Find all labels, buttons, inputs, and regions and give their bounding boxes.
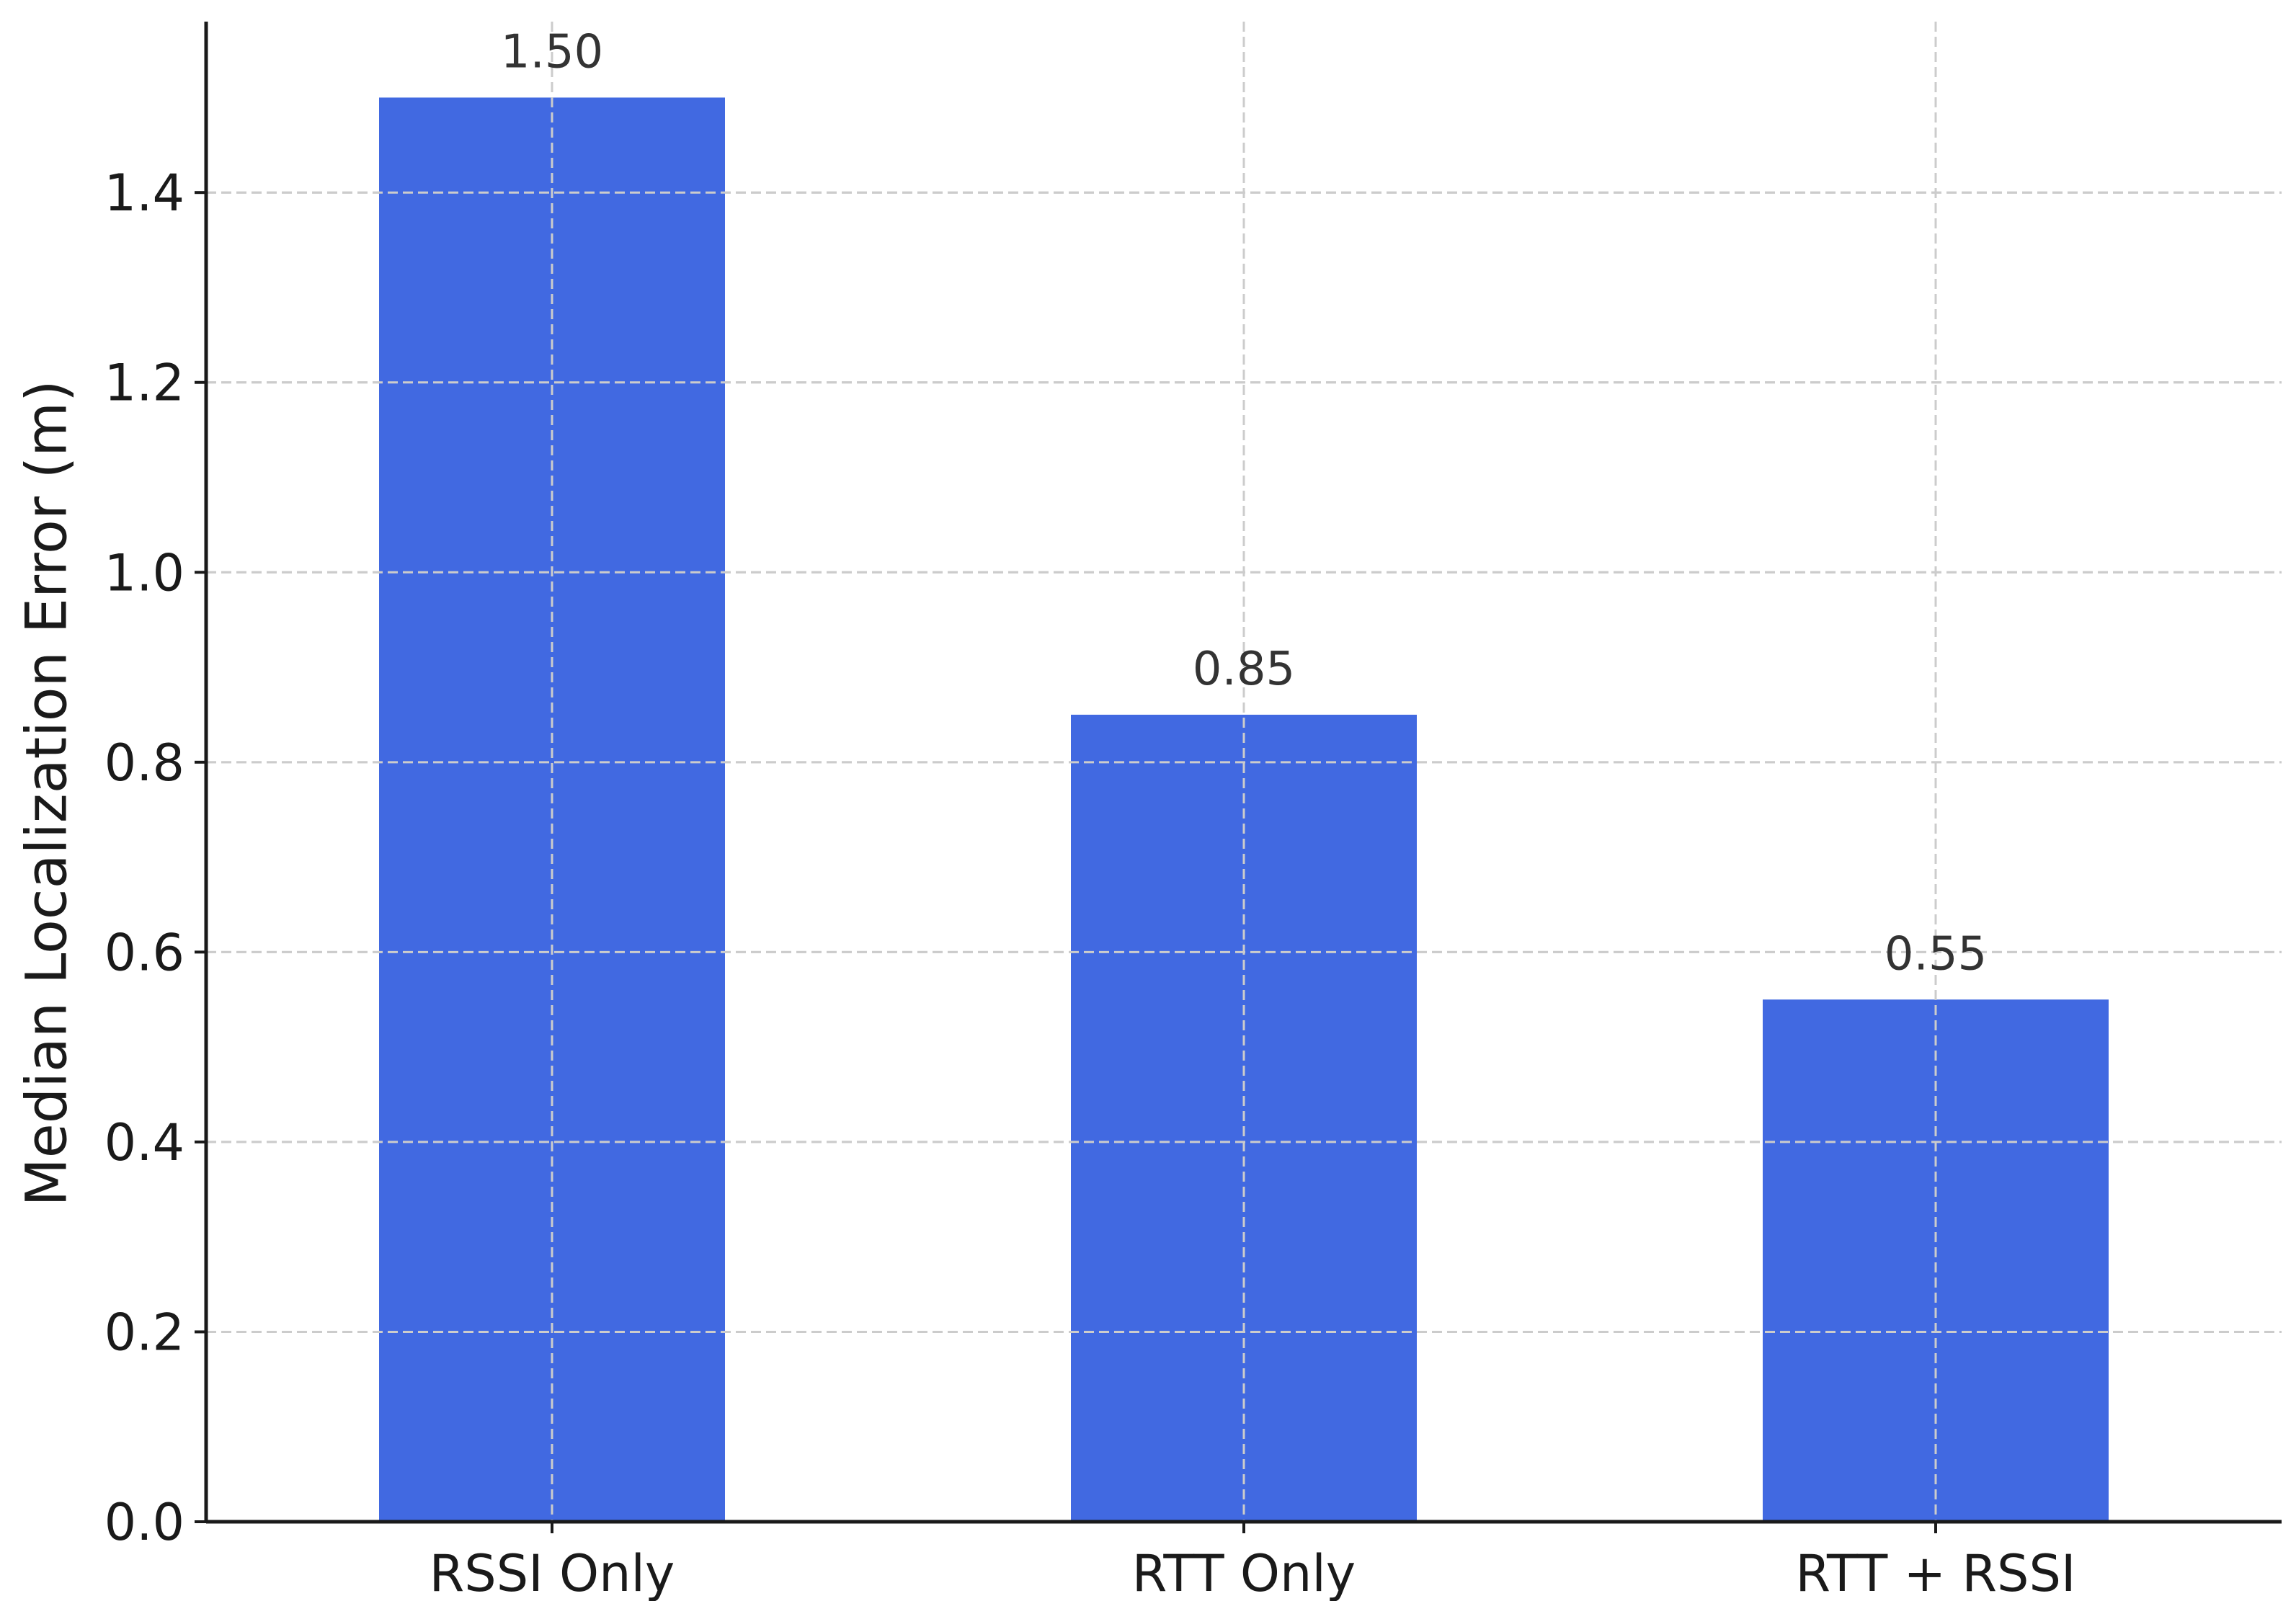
y-axis-label: Median Localization Error (m) xyxy=(14,380,79,1206)
bar-value-label: 0.55 xyxy=(1885,927,1988,981)
y-tick-label: 1.2 xyxy=(104,354,184,413)
axis-layer xyxy=(195,22,2282,1533)
y-tick-label: 1.4 xyxy=(104,164,184,223)
x-tick-label: RTT Only xyxy=(1132,1544,1356,1601)
y-tick-label: 0.8 xyxy=(104,733,184,793)
bar xyxy=(1763,999,2109,1522)
bar-layer xyxy=(206,22,2282,1523)
label-layer: 0.0 0.2 0.4 0.6 0.8 1.0 1.2 1.4 1.50 0.85 0.55 RSSI… xyxy=(104,25,2076,1601)
y-tick-label: 0.0 xyxy=(104,1493,184,1552)
bar-value-label: 0.85 xyxy=(1193,643,1296,696)
y-tick-label: 0.4 xyxy=(104,1113,184,1172)
x-tick-label: RTT + RSSI xyxy=(1795,1544,2075,1601)
y-tick-label: 0.6 xyxy=(104,923,184,982)
bar-value-label: 1.50 xyxy=(501,25,604,79)
y-tick-label: 1.0 xyxy=(104,543,184,602)
y-tick-label: 0.2 xyxy=(104,1303,184,1362)
x-tick-label: RSSI Only xyxy=(430,1544,675,1601)
